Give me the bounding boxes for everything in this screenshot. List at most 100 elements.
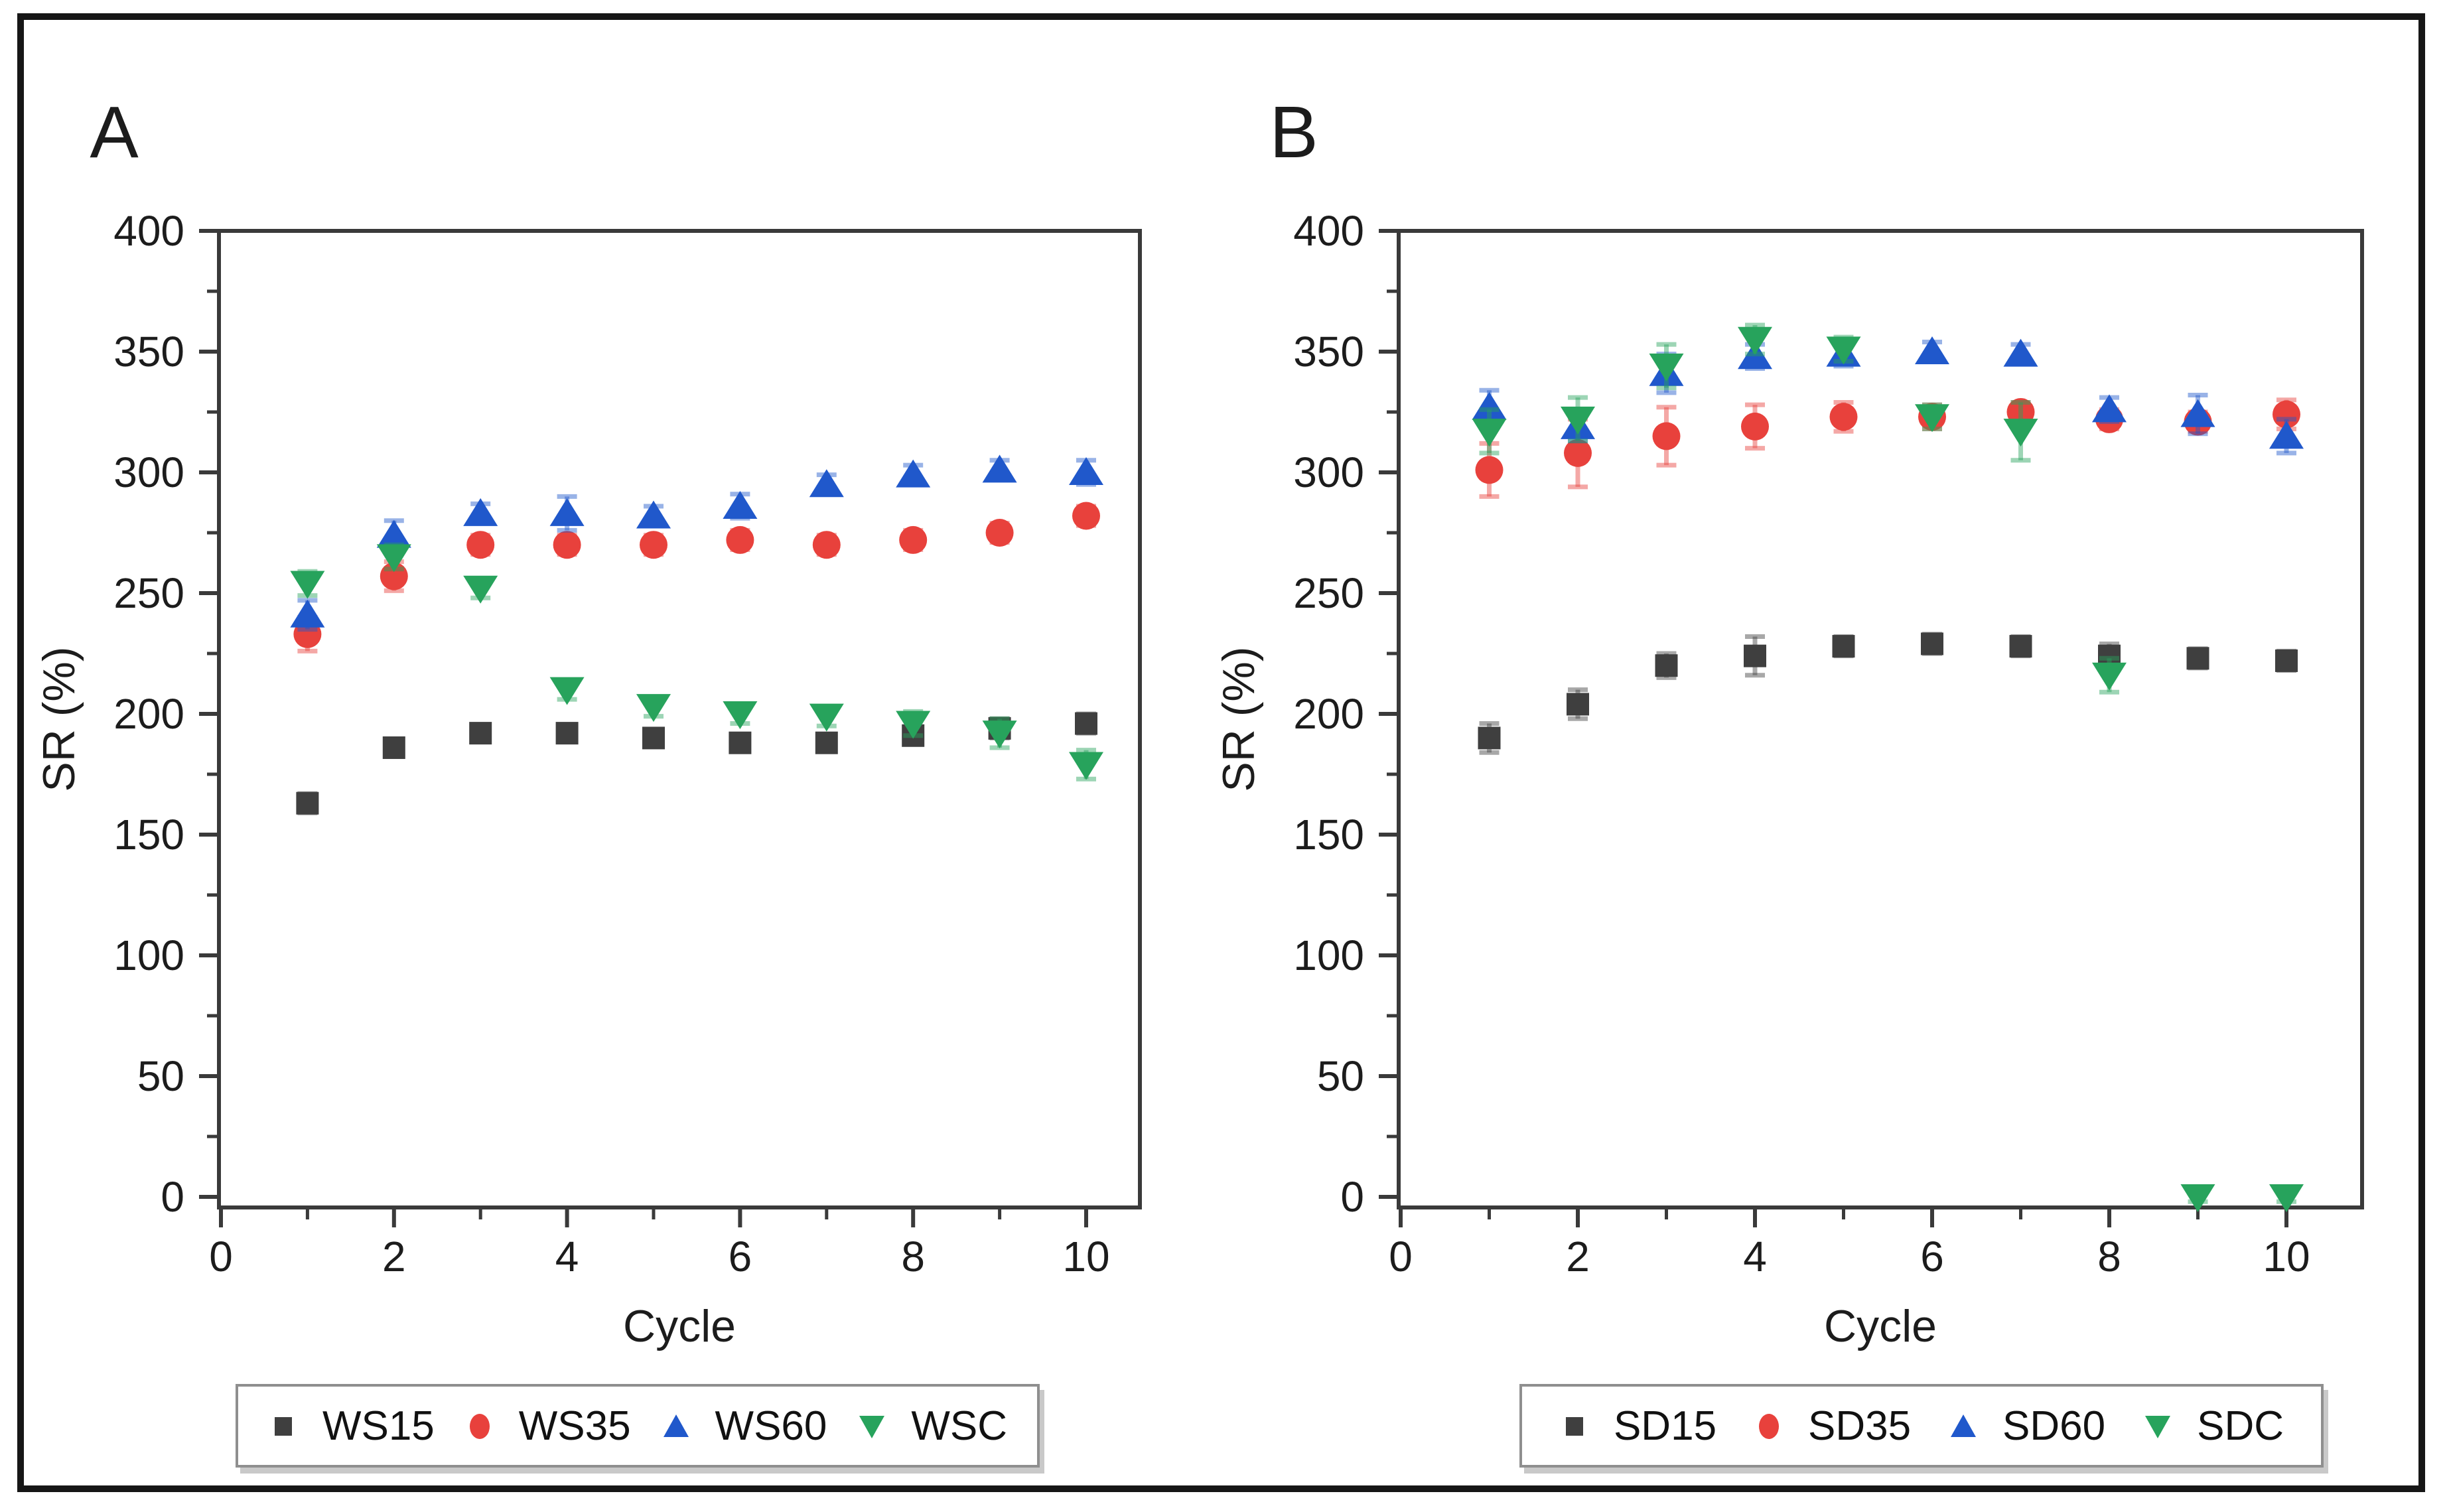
wsc-point: [376, 544, 411, 573]
x-axis-title: Cycle: [623, 1301, 736, 1351]
wsc-point: [723, 701, 758, 729]
sdc-triangle-down-icon: [2142, 1409, 2173, 1442]
sd35-point: [1652, 422, 1681, 450]
sd60-point: [1472, 391, 1507, 420]
legend-item-label: SD35: [1808, 1403, 1912, 1449]
sd15-point: [2186, 647, 2209, 670]
series-sd35: [1475, 397, 2300, 499]
x-tick-label: 10: [2263, 1233, 2310, 1280]
y-tick-label: 0: [1340, 1173, 1364, 1221]
sd15-point: [1832, 635, 1855, 658]
ws15-square-icon: [268, 1409, 299, 1442]
y-tick-label: 100: [1293, 931, 1364, 979]
y-tick-label: 400: [113, 207, 184, 255]
legend-item-label: WS35: [518, 1403, 631, 1449]
x-tick-label: 6: [729, 1233, 752, 1280]
series-ws15: [296, 711, 1097, 815]
sd15-point: [1655, 654, 1678, 677]
y-tick-label: 350: [113, 328, 184, 376]
ws60-point: [1069, 457, 1103, 485]
ws15-point: [469, 722, 492, 745]
sdc-point: [1649, 353, 1684, 381]
ws35-circle-icon: [464, 1409, 495, 1442]
wsc-point: [809, 703, 844, 732]
y-tick-label: 350: [1293, 328, 1364, 376]
y-tick-label: 150: [113, 811, 184, 859]
sd60-point: [2180, 399, 2215, 427]
ws60-point: [290, 599, 325, 628]
ws60-point: [549, 498, 585, 526]
y-tick-label: 150: [1293, 811, 1364, 859]
sdc-point: [1826, 336, 1861, 365]
wsc-point: [896, 711, 931, 739]
sdc-point: [1738, 326, 1772, 355]
sdc-point: [1472, 419, 1507, 447]
panel-letter: B: [1269, 92, 1318, 173]
wsc-point: [982, 721, 1017, 749]
wsc-point: [549, 677, 585, 705]
sdc-point: [1915, 404, 1949, 433]
x-tick-label: 0: [1389, 1233, 1413, 1280]
sd15-point: [1744, 644, 1766, 667]
y-tick-label: 50: [1317, 1052, 1364, 1100]
ws35-point: [1072, 502, 1100, 530]
ws15-point: [555, 722, 579, 745]
ws60-point: [809, 469, 844, 498]
sdc-point: [2003, 419, 2038, 447]
ws15-point: [729, 731, 752, 754]
legend-item-ws15: WS15: [268, 1403, 435, 1450]
x-tick-label: 6: [1920, 1233, 1944, 1280]
y-axis-title: SR (%): [1214, 646, 1264, 791]
sd60-point: [2269, 421, 2304, 449]
legend-item-sd15: SD15: [1559, 1403, 1716, 1450]
sd15-point: [2275, 649, 2298, 672]
y-tick-label: 50: [137, 1052, 184, 1100]
ws15-point: [1075, 712, 1097, 735]
legend-panel-b: SD15 SD35 SD60 SDC: [1519, 1384, 2324, 1468]
sd35-point: [1564, 439, 1592, 467]
panel-letter: A: [90, 92, 139, 173]
x-tick-label: 2: [1566, 1233, 1590, 1280]
y-tick-label: 300: [1293, 448, 1364, 496]
wsc-triangle-down-icon: [857, 1409, 887, 1442]
x-axis-title: Cycle: [1824, 1301, 1937, 1351]
y-axis-title: SR (%): [34, 646, 84, 791]
ws15-point: [382, 736, 405, 759]
y-tick-label: 300: [113, 448, 184, 496]
ws15-point: [642, 726, 665, 750]
y-tick-label: 100: [113, 931, 184, 979]
legend-item-sd35: SD35: [1754, 1403, 1911, 1450]
panel-a: 0 50 100 150 200 250 300 350 400 0 2 4 6 8 10 SR (%) Cyc…: [34, 92, 1142, 1351]
sd15-point: [2009, 635, 2032, 658]
series-wsc: [290, 542, 1103, 782]
sd35-point: [1475, 456, 1504, 484]
legend-panel-a: WS15 WS35 WS60 WSC: [236, 1384, 1040, 1468]
sd15-point: [1921, 632, 1943, 655]
sd60-point: [2003, 338, 2038, 367]
series-ws35: [293, 502, 1100, 653]
sdc-point: [2180, 1184, 2215, 1212]
sd35-point: [2273, 400, 2300, 429]
ws35-point: [640, 531, 667, 559]
y-tick-label: 200: [1293, 690, 1364, 738]
sdc-point: [2092, 662, 2127, 691]
series-ws60: [290, 454, 1103, 632]
figure-border: [17, 13, 2425, 1492]
x-tick-label: 4: [1743, 1233, 1767, 1280]
sd15-point: [1567, 693, 1589, 716]
legend-item-wsc: WSC: [857, 1403, 1007, 1450]
x-tick-label: 2: [382, 1233, 406, 1280]
legend-item-label: WSC: [911, 1403, 1007, 1449]
sd60-point: [1738, 341, 1772, 370]
sd35-point: [1741, 412, 1769, 441]
sd60-point: [1915, 336, 1949, 364]
ws15-point: [296, 791, 319, 815]
sd35-circle-icon: [1754, 1409, 1784, 1442]
legend-item-ws35: WS35: [464, 1403, 631, 1450]
sd35-point: [1829, 403, 1858, 431]
ws15-point: [815, 731, 838, 754]
wsc-point: [290, 571, 325, 599]
ws60-point: [896, 459, 931, 488]
